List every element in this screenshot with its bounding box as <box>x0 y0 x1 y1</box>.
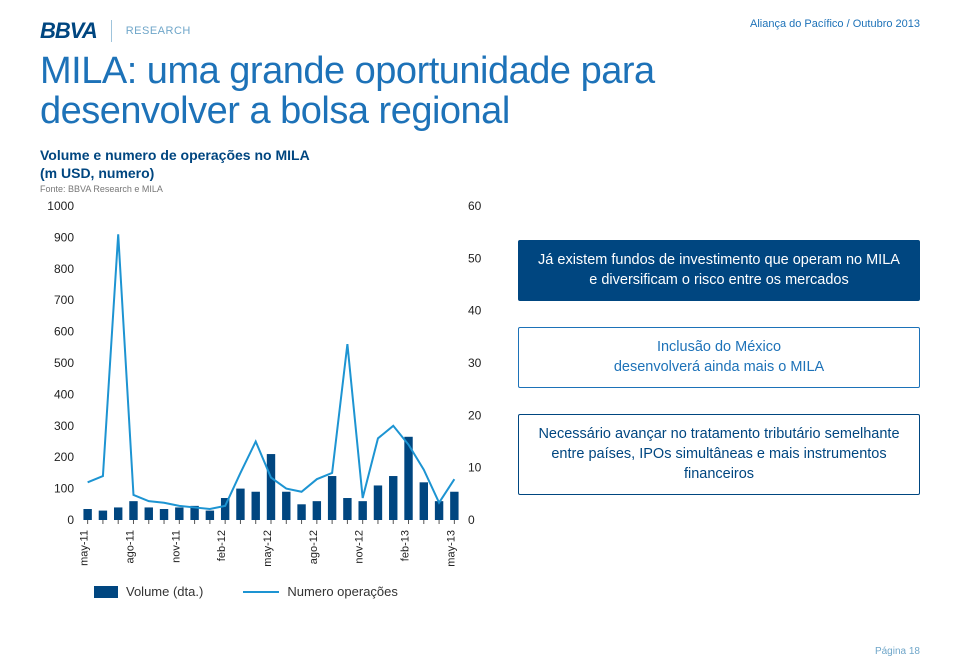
svg-text:600: 600 <box>54 325 74 339</box>
header: BBVA RESEARCH Aliança do Pacífico / Outu… <box>40 18 920 44</box>
chart-legend: Volume (dta.) Numero operações <box>94 584 500 599</box>
callout-3: Necessário avançar no tratamento tributá… <box>518 414 920 495</box>
title-prefix: MILA: <box>40 50 137 92</box>
logo-block: BBVA RESEARCH <box>40 18 191 44</box>
bbva-logo: BBVA <box>40 18 97 44</box>
svg-text:nov-12: nov-12 <box>354 530 366 564</box>
svg-text:feb-12: feb-12 <box>216 530 228 561</box>
svg-text:may-11: may-11 <box>79 530 91 566</box>
svg-text:40: 40 <box>468 304 482 318</box>
svg-text:may-13: may-13 <box>445 530 457 567</box>
callouts: Já existem fundos de investimento que op… <box>518 200 920 599</box>
svg-text:900: 900 <box>54 231 74 245</box>
legend-line: Numero operações <box>243 584 398 599</box>
svg-text:700: 700 <box>54 293 74 307</box>
subtitle-line-1: Volume e numero de operações no MILA <box>40 147 310 163</box>
header-meta: Aliança do Pacífico / Outubro 2013 <box>750 18 920 30</box>
svg-text:1000: 1000 <box>47 200 74 213</box>
chart-subtitle: Volume e numero de operações no MILA (m … <box>40 146 920 182</box>
page-footer: Página 18 <box>875 646 920 657</box>
page-title: MILA: uma grande oportunidade para desen… <box>40 52 920 132</box>
title-line-2: desenvolver a bolsa regional <box>40 90 510 132</box>
svg-text:ago-12: ago-12 <box>308 530 320 564</box>
callout-2: Inclusão do México desenvolverá ainda ma… <box>518 327 920 388</box>
svg-text:ago-11: ago-11 <box>124 530 136 563</box>
research-label: RESEARCH <box>126 25 191 37</box>
mila-chart: 0 100 200 300 400 500 600 700 800 900 1000 0 10 20 30 4… <box>40 200 500 580</box>
callout-2-l2: desenvolverá ainda mais o MILA <box>614 359 824 375</box>
legend-line-swatch <box>243 591 279 593</box>
logo-separator <box>111 20 112 42</box>
svg-text:400: 400 <box>54 388 74 402</box>
subtitle-line-2: (m USD, numero) <box>40 165 154 181</box>
svg-text:0: 0 <box>67 513 74 527</box>
legend-bar-swatch <box>94 586 118 598</box>
svg-text:50: 50 <box>468 251 482 265</box>
legend-bar: Volume (dta.) <box>94 584 203 599</box>
title-rest-1: uma grande oportunidade para <box>137 50 655 92</box>
svg-text:20: 20 <box>468 408 482 422</box>
callout-2-l1: Inclusão do México <box>657 339 781 355</box>
svg-text:800: 800 <box>54 262 74 276</box>
chart-column: 0 100 200 300 400 500 600 700 800 900 1000 0 10 20 30 4… <box>40 200 500 599</box>
svg-text:200: 200 <box>54 450 74 464</box>
svg-text:100: 100 <box>54 482 74 496</box>
svg-text:30: 30 <box>468 356 482 370</box>
svg-text:500: 500 <box>54 356 74 370</box>
content-row: 0 100 200 300 400 500 600 700 800 900 1000 0 10 20 30 4… <box>40 200 920 599</box>
svg-text:0: 0 <box>468 513 475 527</box>
svg-text:nov-11: nov-11 <box>170 530 182 563</box>
svg-text:may-12: may-12 <box>262 530 274 567</box>
legend-bar-label: Volume (dta.) <box>126 584 203 599</box>
svg-text:60: 60 <box>468 200 482 213</box>
callout-1: Já existem fundos de investimento que op… <box>518 240 920 301</box>
svg-text:10: 10 <box>468 461 482 475</box>
svg-text:feb-13: feb-13 <box>400 530 412 561</box>
svg-text:300: 300 <box>54 419 74 433</box>
legend-line-label: Numero operações <box>287 584 398 599</box>
chart-source: Fonte: BBVA Research e MILA <box>40 184 920 194</box>
